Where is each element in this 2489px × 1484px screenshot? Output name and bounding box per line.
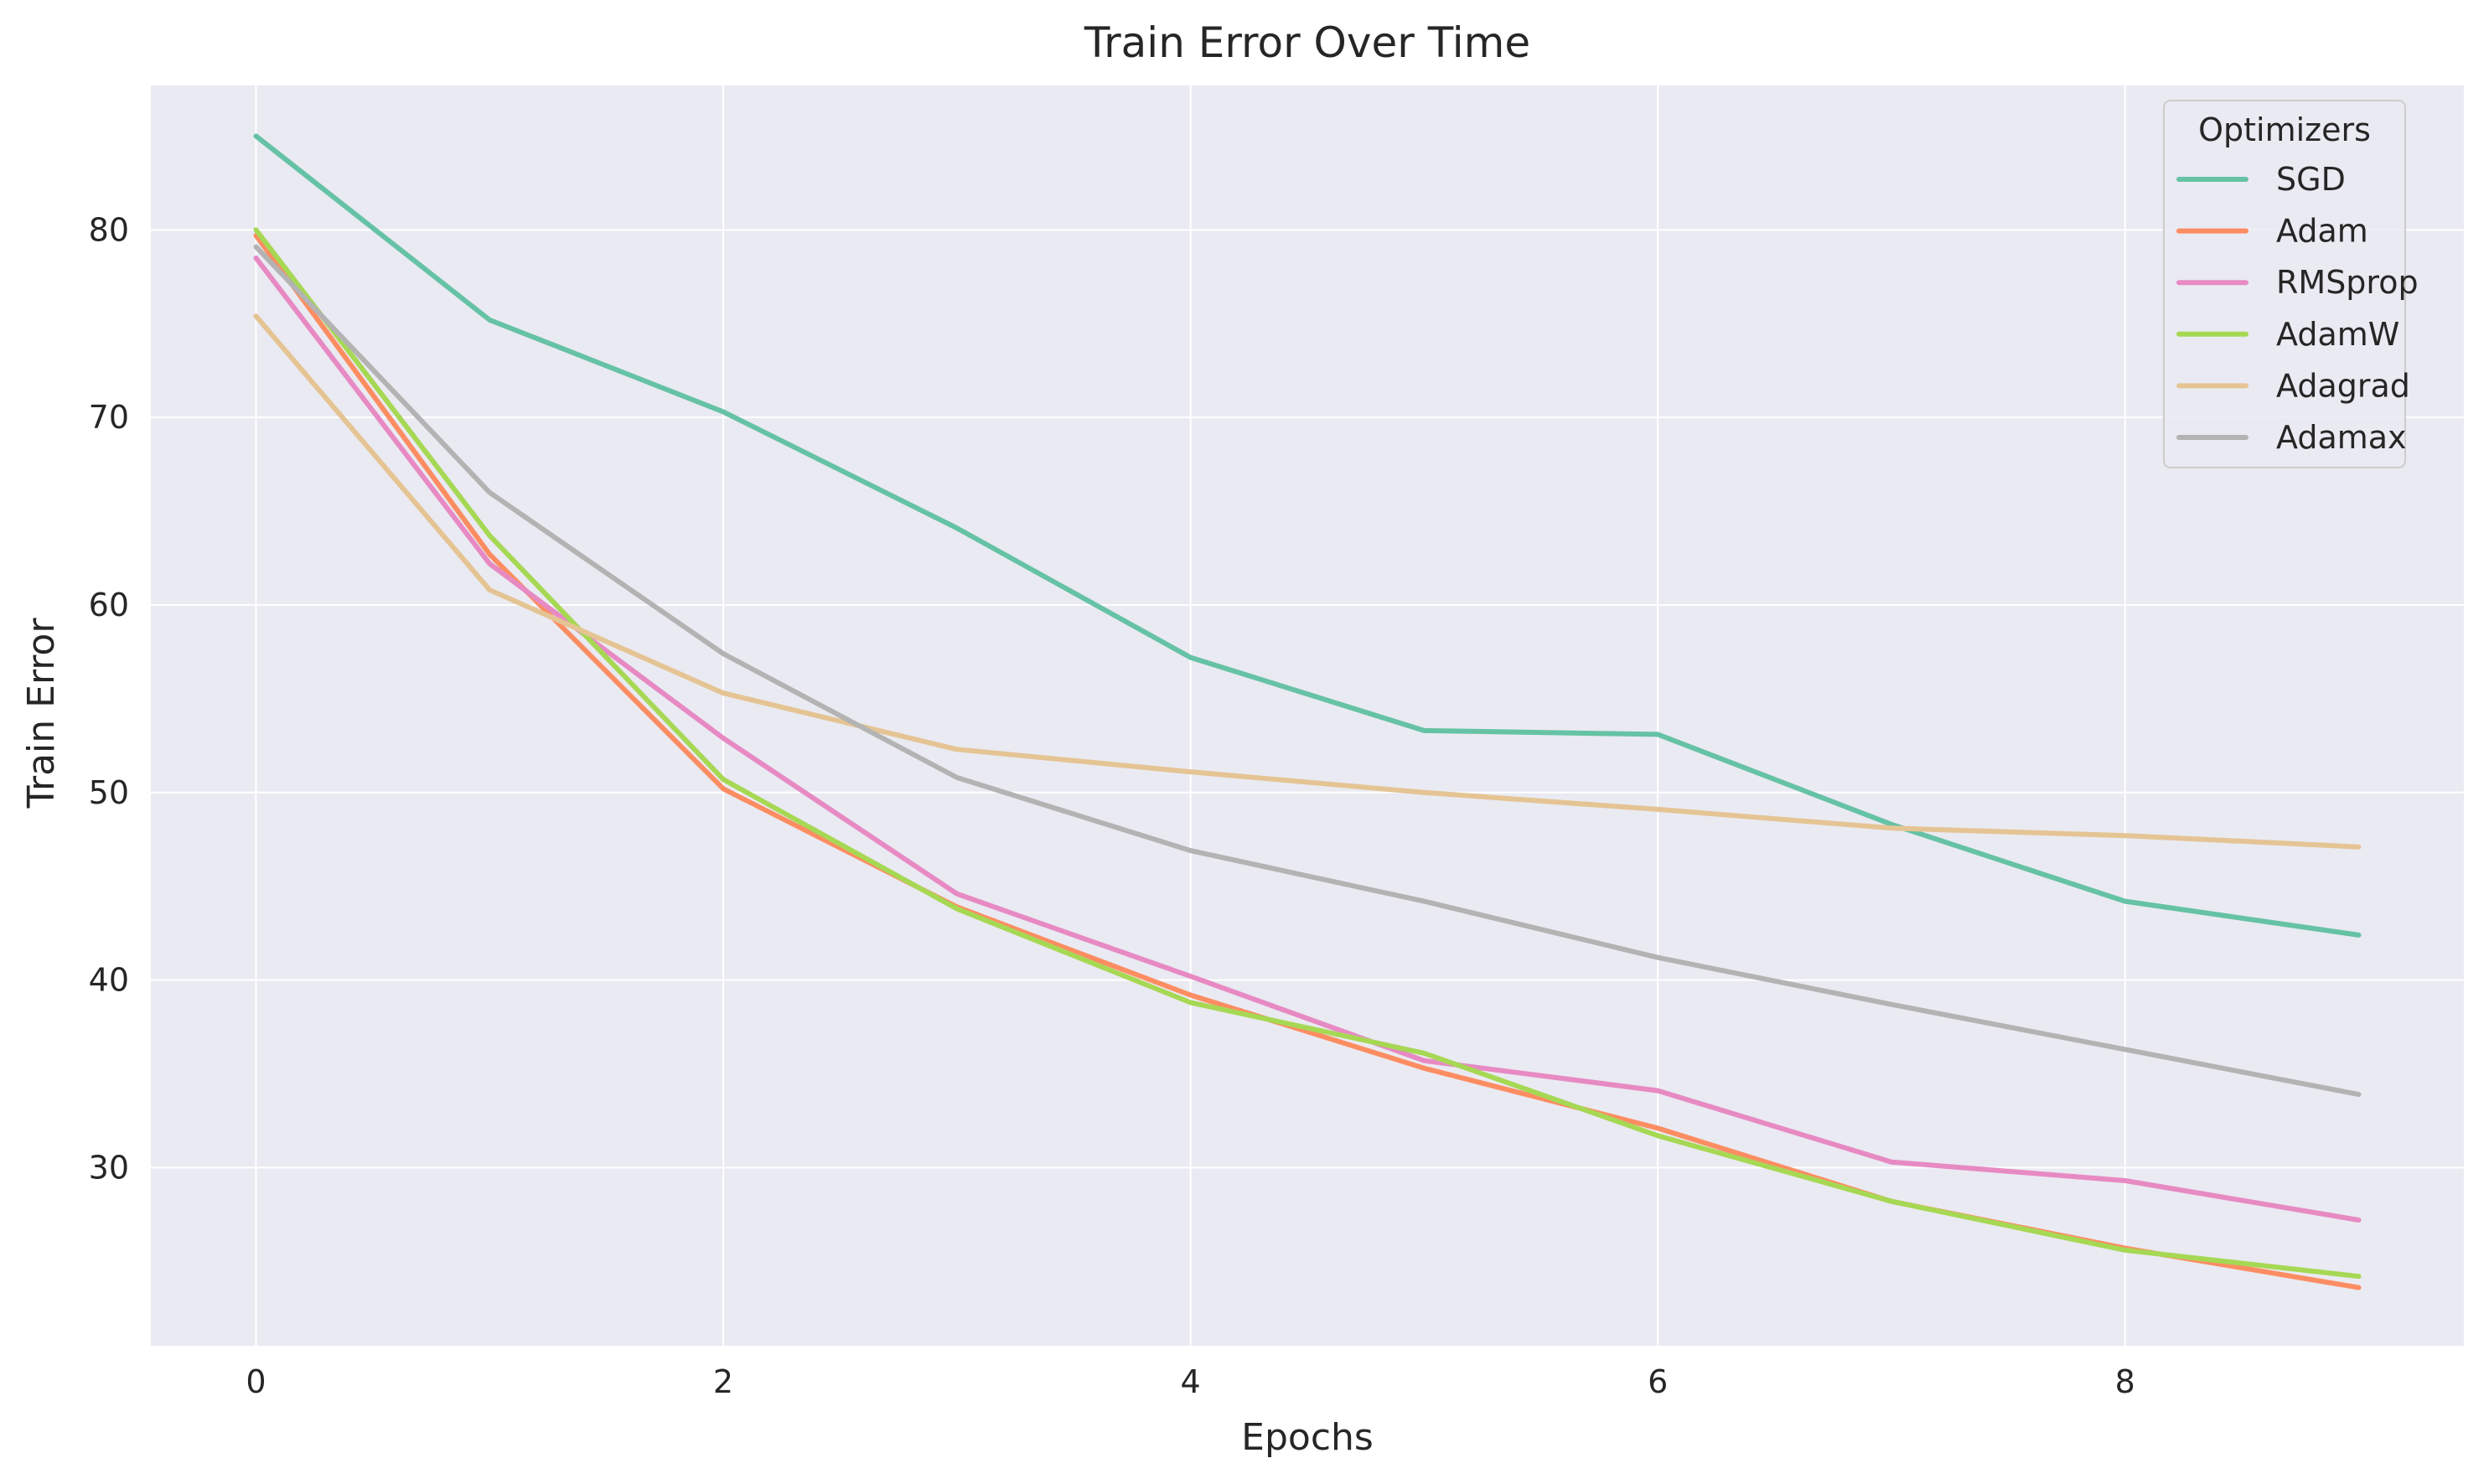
series-line-adamw — [253, 227, 2362, 1280]
y-tick-label: 70 — [89, 399, 129, 436]
y-axis-label: Train Error — [20, 618, 63, 809]
legend-label: SGD — [2276, 161, 2346, 198]
legend-item-adamax: Adamax — [2176, 419, 2407, 456]
legend-label: RMSprop — [2276, 264, 2419, 301]
series-line-rmsprop — [253, 255, 2362, 1223]
series-line-sgd — [253, 133, 2362, 938]
legend-label: AdamW — [2276, 316, 2399, 353]
legend: Optimizers SGD Adam RMSprop AdamW Adagrad Ada… — [2163, 100, 2419, 468]
y-axis-ticks: 30 40 50 60 70 80 — [89, 211, 129, 1186]
y-tick-label: 30 — [89, 1149, 129, 1186]
legend-item-adam: Adam — [2176, 213, 2368, 250]
legend-item-adagrad: Adagrad — [2176, 367, 2410, 404]
x-axis-label: Epochs — [1241, 1416, 1374, 1459]
legend-label: Adamax — [2276, 419, 2407, 456]
y-tick-label: 80 — [89, 211, 129, 248]
x-tick-label: 8 — [2115, 1363, 2135, 1400]
x-tick-label: 0 — [246, 1363, 266, 1400]
grid — [151, 85, 2464, 1346]
x-tick-label: 2 — [713, 1363, 733, 1400]
x-axis-ticks: 0 2 4 6 8 — [246, 1363, 2135, 1400]
y-tick-label: 40 — [89, 962, 129, 999]
y-tick-label: 50 — [89, 774, 129, 811]
chart-title: Train Error Over Time — [1084, 18, 1530, 67]
plot-area — [151, 85, 2464, 1346]
legend-item-adamw: AdamW — [2176, 316, 2399, 353]
series-line-adagrad — [253, 313, 2362, 850]
x-tick-label: 4 — [1181, 1363, 1201, 1400]
series-lines — [253, 133, 2362, 1290]
legend-item-sgd: SGD — [2176, 161, 2346, 198]
legend-box — [2163, 100, 2406, 468]
legend-label: Adam — [2276, 213, 2368, 250]
series-line-adamax — [253, 244, 2362, 1098]
x-tick-label: 6 — [1648, 1363, 1668, 1400]
legend-items: SGD Adam RMSprop AdamW Adagrad Adamax — [2176, 161, 2419, 456]
y-tick-label: 60 — [89, 587, 129, 623]
legend-label: Adagrad — [2276, 367, 2410, 404]
legend-item-rmsprop: RMSprop — [2176, 264, 2419, 301]
legend-title: Optimizers — [2198, 111, 2371, 148]
